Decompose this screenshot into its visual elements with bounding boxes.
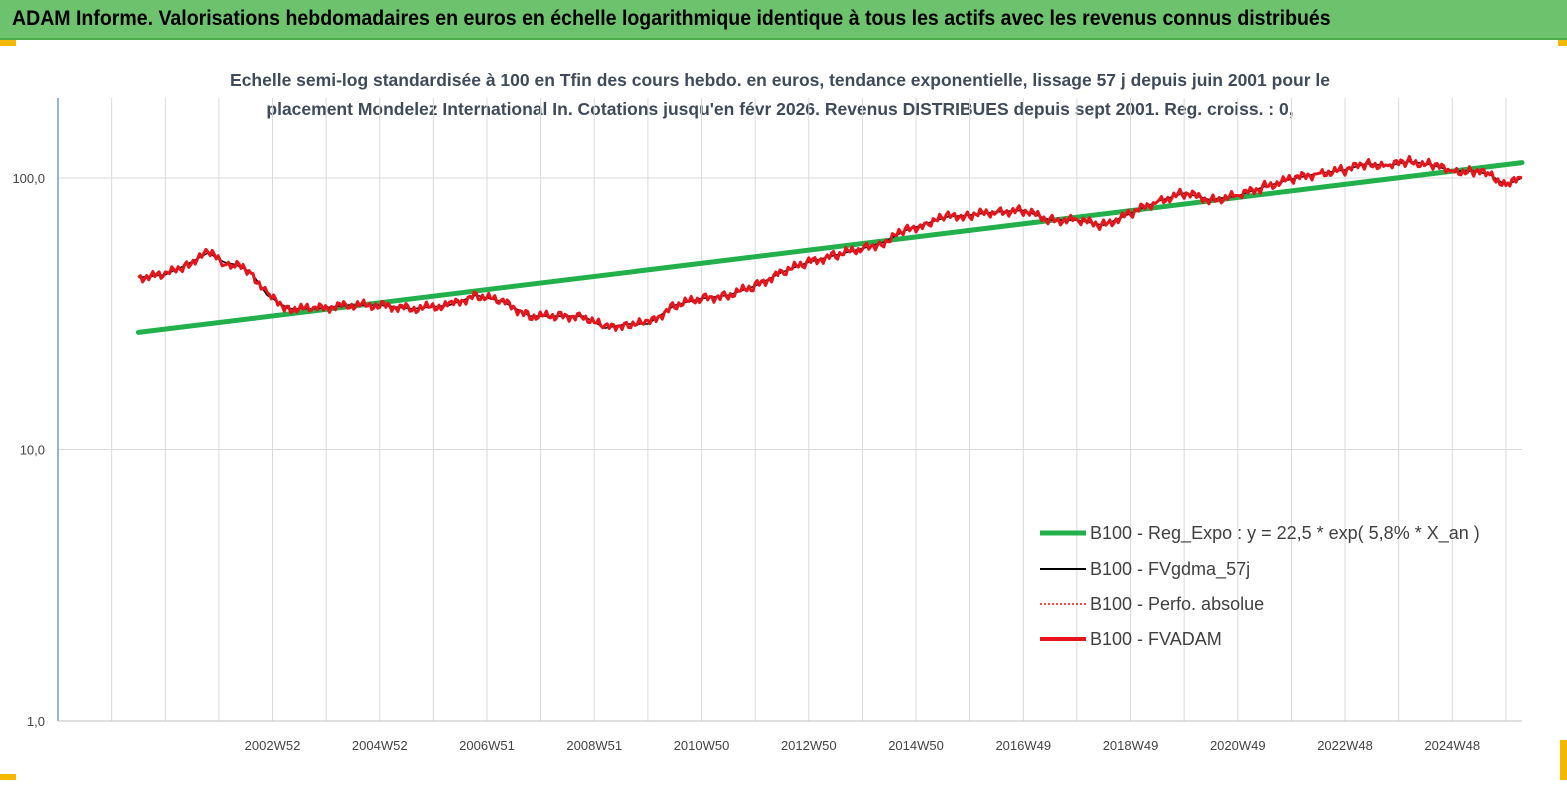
series-fvadam-line [137, 154, 1523, 332]
legend-item-fvadam: B100 - FVADAM [1040, 629, 1222, 649]
legend-item-perfo-absolue: B100 - Perfo. absolue [1040, 594, 1264, 614]
x-tick-label: 2006W51 [459, 738, 515, 753]
header-banner: ADAM Informe. Valorisations hebdomadaire… [0, 0, 1567, 40]
y-tick-label: 100,0 [12, 171, 45, 186]
x-tick-label: 2024W48 [1424, 738, 1480, 753]
chart-title: Echelle semi-log standardisée à 100 en T… [180, 66, 1380, 124]
corner-mark-top-right [1558, 40, 1567, 46]
x-tick-label: 2002W52 [245, 738, 301, 753]
corner-mark-bottom-right [1560, 740, 1567, 780]
x-tick-label: 2010W50 [674, 738, 730, 753]
x-tick-label: 2014W50 [888, 738, 944, 753]
chart-title-line-2: placement Mondelez International In. Cot… [266, 99, 1294, 119]
x-tick-label: 2012W50 [781, 738, 837, 753]
x-tick-label: 2020W49 [1210, 738, 1266, 753]
legend-label: B100 - FVgdma_57j [1090, 559, 1250, 580]
legend-label: B100 - Reg_Expo : y = 22,5 * exp( 5,8% *… [1090, 523, 1480, 544]
legend-label: B100 - Perfo. absolue [1090, 594, 1264, 614]
banner-title: ADAM Informe. Valorisations hebdomadaire… [12, 7, 1331, 30]
chart-title-line-1: Echelle semi-log standardisée à 100 en T… [230, 70, 1330, 90]
x-tick-label: 2018W49 [1103, 738, 1159, 753]
corner-mark-bottom-left [0, 774, 16, 780]
legend-item-fvgdma: B100 - FVgdma_57j [1040, 559, 1250, 580]
corner-mark-top-left [0, 40, 16, 46]
legend-item-reg-expo: B100 - Reg_Expo : y = 22,5 * exp( 5,8% *… [1040, 523, 1480, 544]
legend-label: B100 - FVADAM [1090, 629, 1222, 649]
x-tick-label: 2008W51 [566, 738, 622, 753]
x-tick-label: 2022W48 [1317, 738, 1373, 753]
x-tick-label: 2004W52 [352, 738, 408, 753]
x-tick-label: 2016W49 [995, 738, 1051, 753]
y-tick-label: 10,0 [20, 443, 45, 458]
y-tick-label: 1,0 [27, 714, 45, 729]
